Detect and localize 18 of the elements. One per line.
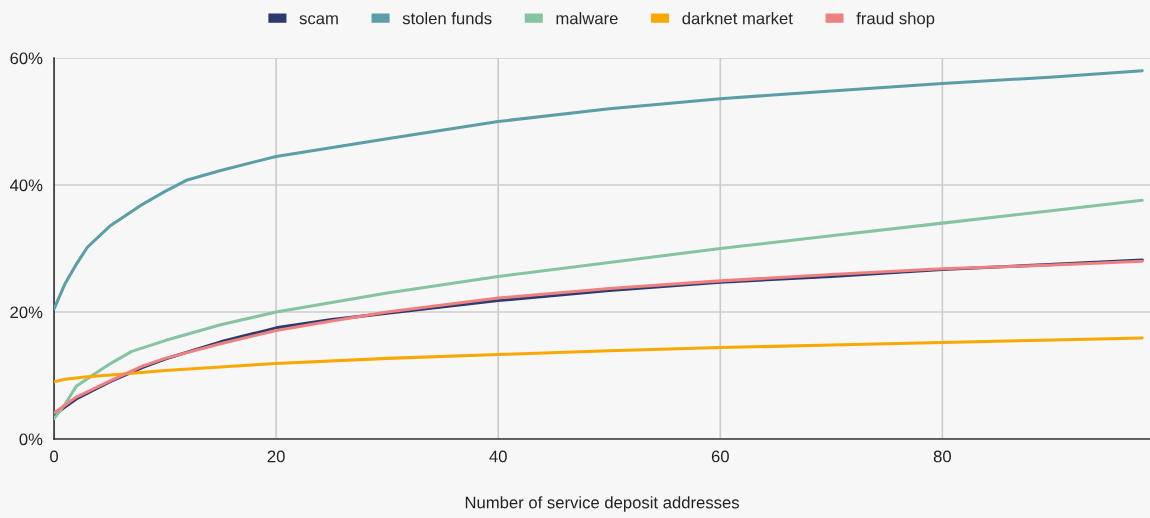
legend-label: scam (299, 15, 338, 25)
legend-label: fraud shop (856, 12, 935, 28)
x-tick-label: 60 (711, 450, 729, 463)
x-axis-title: Number of service deposit addresses (465, 496, 739, 512)
line-series (54, 198, 1144, 421)
y-tick-label: 40% (9, 179, 43, 192)
x-tick-label: 0 (50, 450, 59, 463)
legend-label: stolen funds (402, 12, 492, 25)
x-tick-label: 40 (489, 450, 507, 463)
y-tick-label: 20% (10, 306, 43, 319)
y-tick-label: 60% (10, 52, 43, 65)
line-series (54, 69, 1144, 311)
line-series (54, 336, 1144, 384)
legend-label: malware (556, 12, 618, 25)
y-tick-label: 0% (19, 433, 43, 446)
legend-label: darknet market (682, 12, 793, 25)
x-tick-label: 80 (933, 450, 951, 463)
x-tick-label: 20 (267, 450, 285, 463)
